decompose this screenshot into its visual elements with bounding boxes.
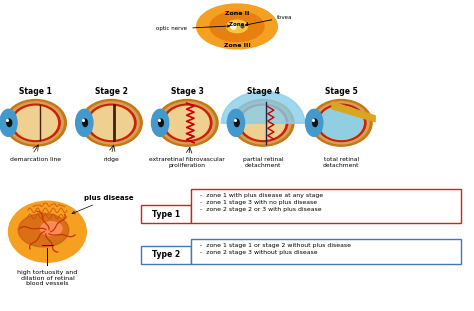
Text: high tortuosity and
dilation of retinal
blood vessels: high tortuosity and dilation of retinal … <box>17 270 78 286</box>
Text: Stage 3: Stage 3 <box>171 87 204 96</box>
Ellipse shape <box>306 109 323 136</box>
Text: Stage 5: Stage 5 <box>325 87 358 96</box>
Ellipse shape <box>76 109 93 136</box>
Text: demarcation line: demarcation line <box>10 157 61 162</box>
Ellipse shape <box>159 119 164 127</box>
Text: Zone I: Zone I <box>229 22 248 27</box>
Ellipse shape <box>90 106 133 139</box>
Ellipse shape <box>313 119 318 127</box>
Polygon shape <box>332 102 375 122</box>
Ellipse shape <box>14 106 57 139</box>
Ellipse shape <box>319 106 363 139</box>
Ellipse shape <box>241 106 285 139</box>
Text: Type 1: Type 1 <box>152 210 180 219</box>
Text: Zone II: Zone II <box>225 12 249 16</box>
Ellipse shape <box>18 213 69 247</box>
Ellipse shape <box>41 222 62 235</box>
Ellipse shape <box>232 100 294 146</box>
Text: Type 2: Type 2 <box>152 250 180 259</box>
Ellipse shape <box>83 102 139 144</box>
Text: optic nerve: optic nerve <box>156 25 229 31</box>
FancyBboxPatch shape <box>191 189 461 223</box>
Ellipse shape <box>87 104 136 142</box>
Ellipse shape <box>313 102 369 144</box>
Ellipse shape <box>197 4 277 49</box>
FancyBboxPatch shape <box>141 246 191 264</box>
Text: total retinal
detachment: total retinal detachment <box>323 157 360 168</box>
Ellipse shape <box>152 109 169 136</box>
Ellipse shape <box>238 104 288 142</box>
Ellipse shape <box>83 119 88 127</box>
Ellipse shape <box>319 106 363 139</box>
Ellipse shape <box>8 102 63 144</box>
Ellipse shape <box>227 20 247 33</box>
Ellipse shape <box>11 104 60 142</box>
Text: Stage 2: Stage 2 <box>95 87 128 96</box>
Text: Stage 1: Stage 1 <box>19 87 52 96</box>
Text: extraretinal fibrovascular
proliferation: extraretinal fibrovascular proliferation <box>149 157 225 168</box>
Ellipse shape <box>163 104 212 142</box>
Ellipse shape <box>9 201 86 262</box>
Ellipse shape <box>81 100 142 146</box>
Ellipse shape <box>235 102 291 144</box>
FancyBboxPatch shape <box>191 239 461 264</box>
Ellipse shape <box>0 109 17 136</box>
FancyBboxPatch shape <box>141 205 191 223</box>
Text: ridge: ridge <box>103 157 119 162</box>
Ellipse shape <box>159 102 215 144</box>
Text: fovea: fovea <box>246 15 293 26</box>
Text: -  zone 1 with plus disease at any stage
  -  zone 1 stage 3 with no plus diseas: - zone 1 with plus disease at any stage … <box>196 193 323 211</box>
Ellipse shape <box>210 12 264 41</box>
Text: Zone III: Zone III <box>224 43 250 48</box>
Ellipse shape <box>228 109 245 136</box>
Text: partial retinal
detachment: partial retinal detachment <box>243 157 283 168</box>
Ellipse shape <box>317 104 366 142</box>
Ellipse shape <box>165 106 209 139</box>
Ellipse shape <box>310 100 372 146</box>
Text: Stage 4: Stage 4 <box>246 87 280 96</box>
Text: plus disease: plus disease <box>72 195 134 214</box>
Ellipse shape <box>7 119 12 127</box>
Ellipse shape <box>235 119 239 127</box>
Text: -  zone 1 stage 1 or stage 2 without plus disease
  -  zone 2 stage 3 without pl: - zone 1 stage 1 or stage 2 without plus… <box>196 243 351 255</box>
Ellipse shape <box>5 100 66 146</box>
Polygon shape <box>221 91 305 123</box>
Ellipse shape <box>156 100 218 146</box>
